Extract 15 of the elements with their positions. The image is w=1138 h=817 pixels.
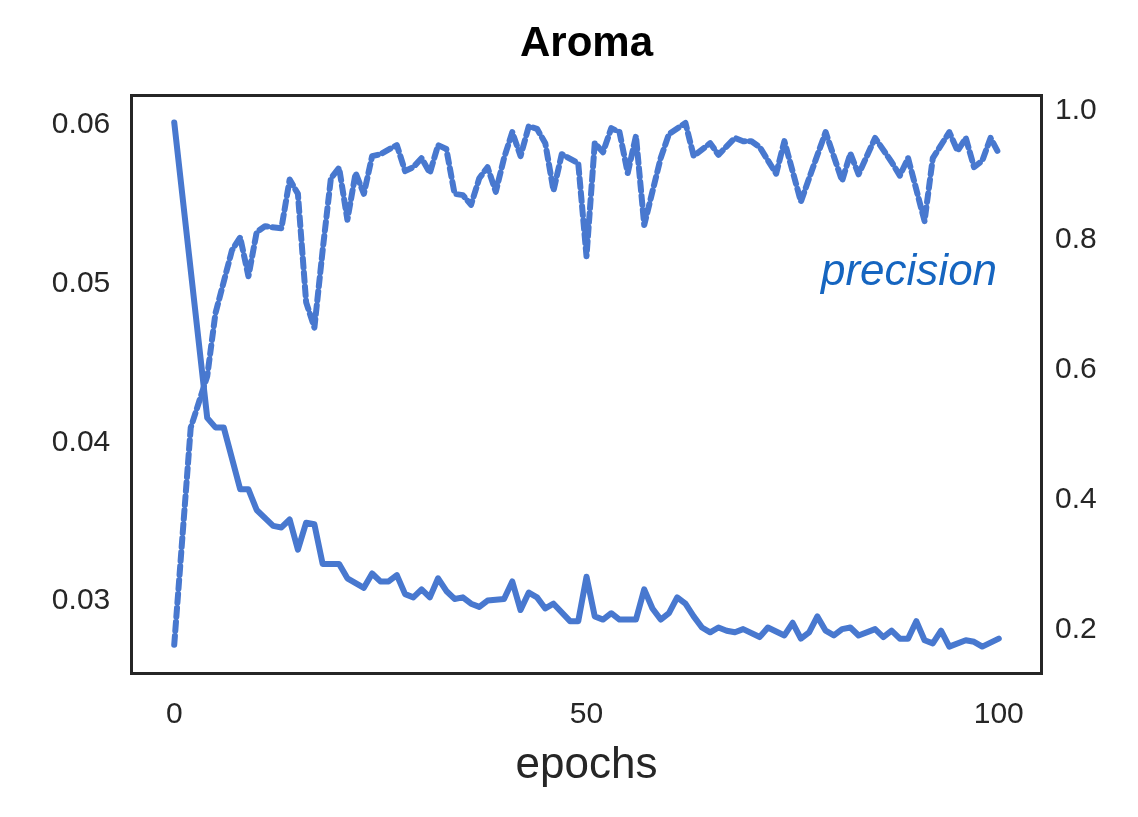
y-tick-label: 0.05	[51, 264, 111, 298]
chart-title: Aroma	[519, 17, 654, 65]
y2-tick-label: 0.4	[1055, 481, 1097, 515]
y-tick-label: 0.03	[51, 582, 111, 616]
series-label: precision	[819, 245, 998, 294]
y-tick-label: 0.06	[51, 105, 111, 139]
x-axis-title: epochs	[515, 738, 658, 788]
x-tick-label: 0	[165, 695, 183, 729]
y2-tick-label: 0.6	[1055, 351, 1097, 385]
y-tick-label: 0.04	[51, 423, 111, 457]
y2-tick-label: 0.2	[1055, 611, 1097, 645]
y2-tick-label: 0.8	[1055, 221, 1097, 255]
x-tick-label: 50	[569, 695, 604, 729]
x-tick-label: 100	[973, 695, 1024, 729]
y2-tick-label: 1.0	[1055, 91, 1097, 125]
